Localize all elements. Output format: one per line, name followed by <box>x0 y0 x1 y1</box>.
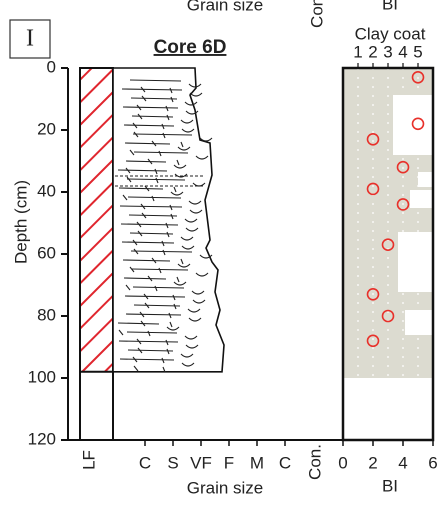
y-tick-label: 60 <box>37 243 56 262</box>
y-tick-label: 0 <box>47 57 56 76</box>
core-texture <box>132 133 213 148</box>
core-texture <box>125 160 187 175</box>
core-texture <box>120 223 199 238</box>
data-point <box>366 182 380 196</box>
bi-panel-gap <box>410 190 433 208</box>
grain-size-label: F <box>224 453 234 472</box>
core-texture <box>117 169 188 184</box>
core-texture <box>119 205 203 220</box>
data-point <box>366 133 380 146</box>
core-texture <box>122 106 199 121</box>
clay-coat-label: Clay coat <box>355 24 426 43</box>
header-label: Grain size <box>187 0 264 14</box>
x-tick-label: 4 <box>398 453 407 472</box>
core-outline <box>112 67 225 373</box>
grain-size-label: M <box>250 453 264 472</box>
panel-box <box>9 19 51 59</box>
clay-coat-tick-label: 2 <box>368 42 377 61</box>
core-texture <box>126 331 198 346</box>
x-tick-label: 6 <box>428 453 437 472</box>
y-tick-label: 100 <box>28 367 56 386</box>
grain-size-label: S <box>167 453 178 472</box>
core-texture <box>119 358 195 373</box>
core-texture <box>123 124 195 139</box>
core-texture <box>124 295 206 310</box>
header-label: Con. <box>307 0 326 28</box>
core-texture <box>122 259 191 274</box>
core-texture <box>127 196 202 211</box>
layout: I Core 6D Grain size Con. BI Depth (cm) … <box>9 0 426 497</box>
core-texture <box>130 250 213 265</box>
bi-panel-gap <box>418 172 433 187</box>
data-point <box>411 71 425 84</box>
bi-panel-gap <box>398 232 433 292</box>
bi-panel-gap <box>343 378 433 440</box>
x-tick-label: 0 <box>338 453 347 472</box>
core-texture <box>132 286 205 301</box>
y-tick-label: 80 <box>37 305 56 324</box>
core-texture <box>129 232 194 247</box>
header-label: BI <box>382 0 398 13</box>
data-point <box>381 238 395 251</box>
data-point <box>411 117 425 131</box>
core-texture <box>126 178 206 193</box>
core-texture <box>123 277 187 292</box>
y-tick-label: 20 <box>37 119 56 138</box>
core-texture <box>131 115 194 130</box>
core-texture <box>118 187 184 202</box>
clay-coat-tick-label: 5 <box>413 42 422 61</box>
data-point <box>366 287 380 301</box>
core-texture <box>127 349 194 364</box>
grain-size-label: VF <box>190 453 212 472</box>
core-texture <box>130 97 198 112</box>
core-texture <box>117 322 180 337</box>
panel-label: I <box>26 26 34 52</box>
core-texture <box>118 340 199 355</box>
clay-coat-tick-label: 4 <box>398 42 407 61</box>
grain-size-label: C <box>139 453 151 472</box>
core-texture <box>125 313 202 328</box>
bi-panel-gap <box>405 310 433 335</box>
clay-coat-tick-label: 1 <box>353 42 362 61</box>
data-point <box>396 198 410 211</box>
y-tick-label: 120 <box>28 429 56 448</box>
x-tick-label: 2 <box>368 453 377 472</box>
data-point <box>366 334 380 348</box>
core-texture <box>121 88 203 103</box>
contact-label: Con. <box>305 444 324 480</box>
clay-coat-tick-label: 3 <box>383 42 392 61</box>
y-axis-label: Depth (cm) <box>11 180 30 264</box>
core-texture <box>133 151 209 166</box>
lf-label: LF <box>79 450 98 470</box>
y-tick-label: 40 <box>37 181 56 200</box>
x-axis-label: Grain size <box>187 478 264 497</box>
lf-hatch <box>80 68 113 372</box>
grain-size-label: C <box>279 453 291 472</box>
data-point <box>396 160 410 174</box>
x-axis-label: BI <box>382 476 398 495</box>
chart-title: Core 6D <box>154 37 227 58</box>
core-texture <box>124 142 191 157</box>
core-texture <box>131 268 209 283</box>
core-texture <box>128 214 198 229</box>
core-texture <box>133 304 201 319</box>
core-texture <box>129 79 202 94</box>
core-texture <box>121 241 195 256</box>
data-point <box>381 309 395 323</box>
